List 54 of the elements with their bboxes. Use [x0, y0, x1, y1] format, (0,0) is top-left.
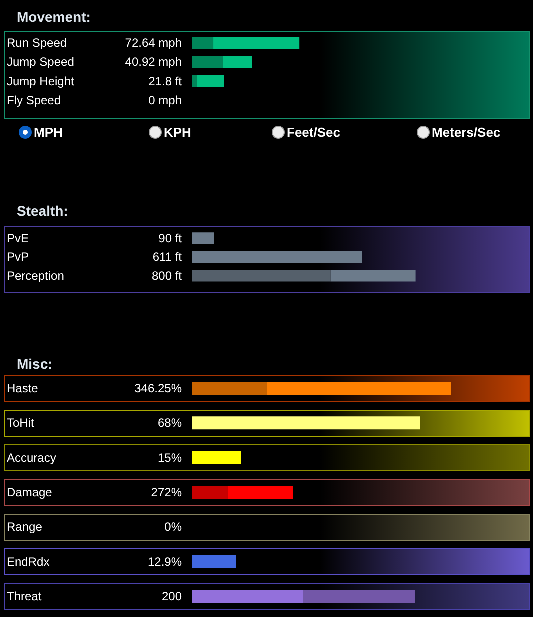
text: MPH [34, 125, 63, 140]
y-tick-label: Damage [7, 486, 53, 500]
y-tick-label: ToHit [7, 416, 36, 430]
text: 0 mph [148, 94, 182, 108]
y-tick-label: Jump Height [7, 74, 76, 88]
y-tick-label: PvE [7, 231, 30, 246]
bar [192, 486, 228, 500]
text: Movement: [17, 9, 91, 25]
text: 72.64 mph [125, 36, 182, 50]
bar [330, 270, 416, 282]
y-tick-label: Accuracy [7, 450, 56, 465]
text: Stealth: [17, 203, 68, 219]
y-tick-label: Range [7, 520, 43, 534]
text: 0% [164, 520, 182, 534]
bar [192, 270, 331, 282]
text: 68% [158, 416, 182, 430]
text: Misc: [17, 356, 53, 372]
y-tick-label: PvP [7, 250, 30, 264]
y-tick-label: Jump Speed [7, 55, 74, 70]
text: 12.9% [148, 554, 182, 569]
bar [192, 75, 198, 88]
y-tick-label: EndRdx [7, 554, 50, 569]
bar [192, 451, 242, 464]
text: 346.25% [134, 382, 182, 396]
text: 272% [151, 486, 182, 500]
text: KPH [164, 125, 192, 140]
bar [223, 56, 252, 68]
text: Feet/Sec [287, 125, 340, 140]
bar [192, 555, 236, 568]
bar [192, 251, 362, 263]
bar [192, 416, 420, 430]
bar [192, 56, 224, 68]
bar [197, 75, 224, 88]
bar [228, 486, 294, 500]
y-tick-label: Fly Speed [7, 94, 62, 108]
bar [192, 232, 214, 244]
bar [192, 37, 214, 49]
y-tick-label: Run Speed [7, 36, 68, 50]
bar [192, 590, 304, 604]
text: Meters/Sec [432, 125, 501, 140]
bar [192, 382, 268, 396]
text: 800 ft [152, 269, 183, 283]
text: 21.8 ft [148, 74, 183, 88]
bar [214, 37, 300, 49]
y-tick-label: Haste [7, 382, 39, 396]
text: 40.92 mph [125, 55, 182, 70]
text: 200 [162, 590, 182, 604]
y-tick-label: Perception [7, 269, 64, 283]
bar [304, 590, 415, 604]
text: 611 ft [152, 250, 183, 264]
text: 15% [158, 450, 182, 465]
text: 90 ft [158, 231, 183, 246]
y-tick-label: Threat [7, 590, 42, 604]
bar [267, 382, 452, 396]
